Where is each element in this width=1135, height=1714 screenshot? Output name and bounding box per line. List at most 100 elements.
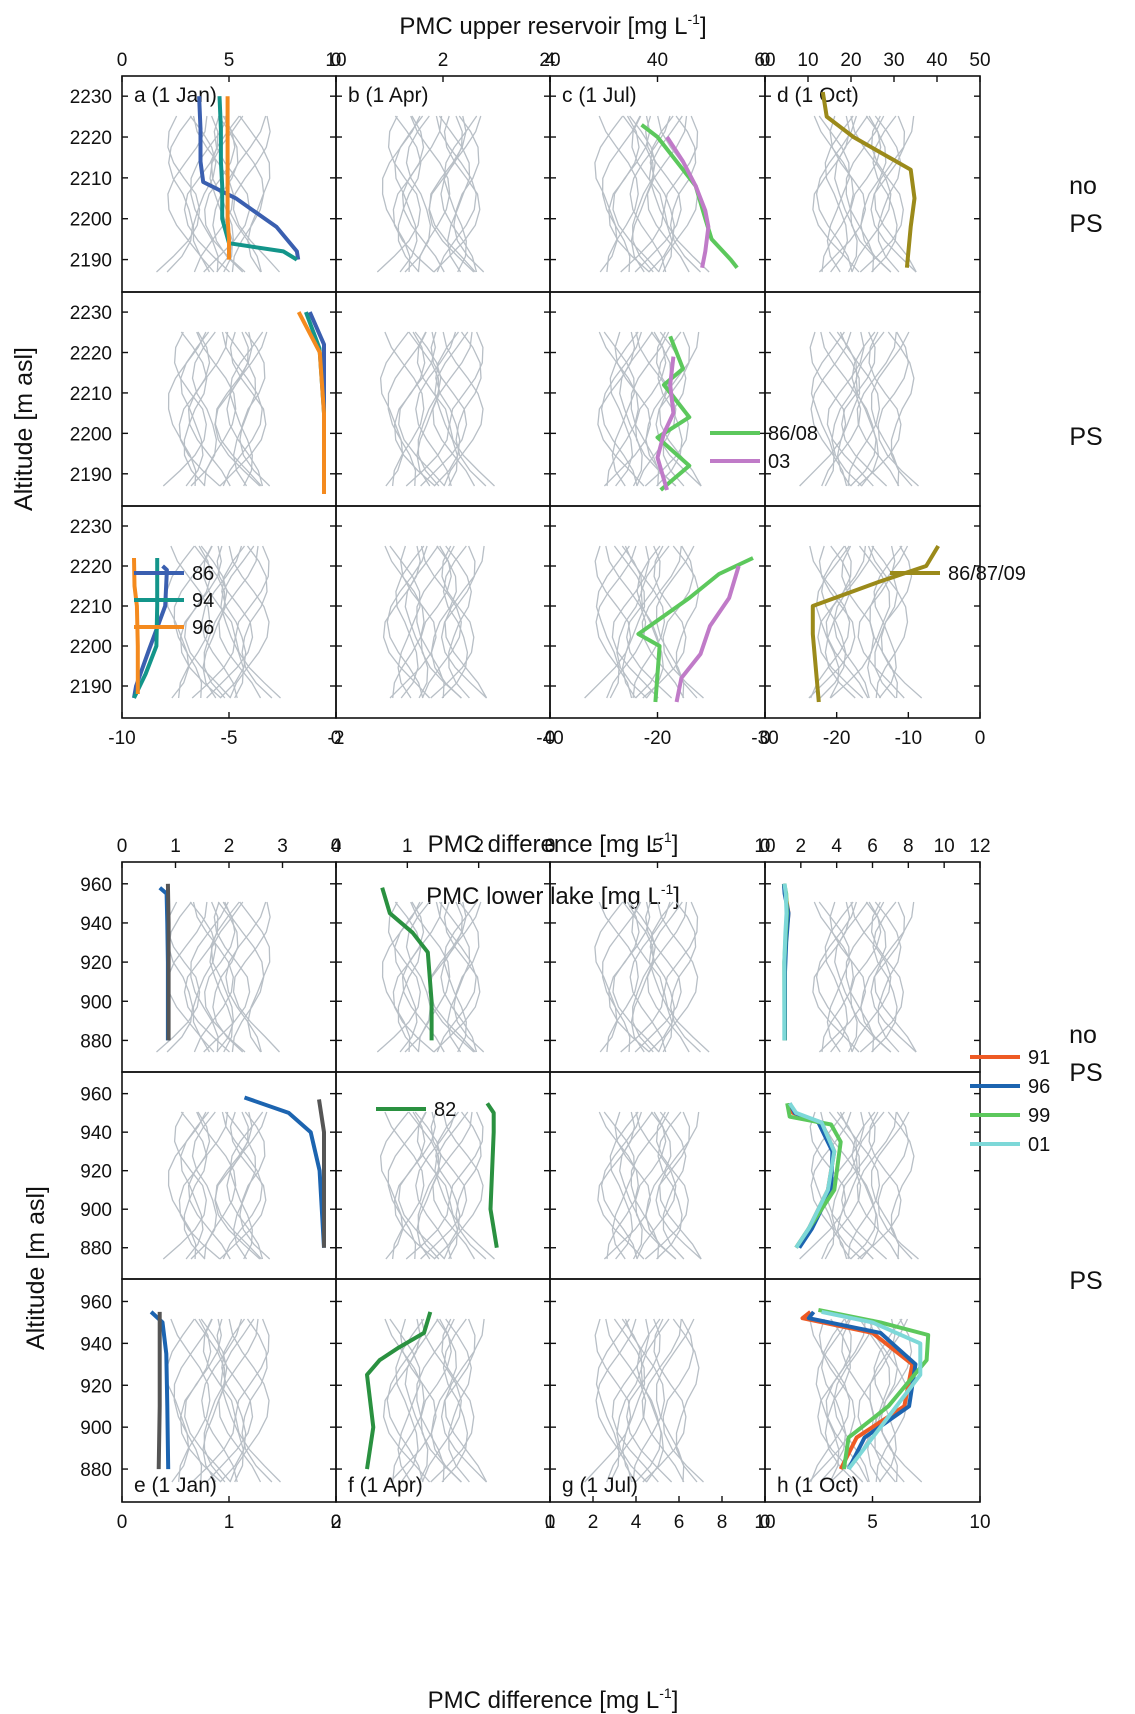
lower-ytick-label: 920 (80, 1162, 112, 1183)
lower-grey-profile (453, 901, 485, 1053)
upper-grey-profile (818, 115, 850, 273)
lower-background-profiles-2-0 (594, 901, 710, 1053)
upper-xtick-top-label: 30 (883, 50, 904, 71)
upper-xtick-bottom-label: -40 (536, 728, 563, 749)
upper-grey-profile (648, 115, 683, 273)
upper-grey-profile (810, 331, 845, 487)
upper-grey-profile (410, 115, 451, 273)
upper-grey-profile (873, 115, 917, 273)
lower-grey-profile (178, 1111, 221, 1260)
lower-grey-profile (658, 1111, 702, 1260)
lower-series-h-diff-01 (821, 1309, 923, 1471)
upper-grey-profile (394, 115, 422, 273)
upper-grey-profile (201, 545, 243, 699)
upper-grey-profile (609, 331, 639, 487)
upper-grey-profile (229, 331, 264, 487)
bottom-title: PMC lower lake [mg L-1] (426, 881, 680, 910)
lower-xtick-bottom-label: 2 (588, 1512, 599, 1533)
lower-grey-profile (180, 1111, 210, 1260)
lower-ytick-label: 960 (80, 875, 112, 896)
upper-grey-profile (874, 115, 902, 273)
lower-ytick-label: 920 (80, 1376, 112, 1397)
upper-grey-profile (430, 545, 462, 699)
upper-grey-profile (414, 331, 442, 487)
upper-ytick-label: 2190 (70, 465, 112, 486)
upper-xtick-top-label: 10 (797, 50, 818, 71)
lower-h-legend-label-01: 01 (1028, 1134, 1050, 1156)
lower-xtick-top-label: 3 (545, 836, 556, 857)
lower-grey-profile (404, 1318, 439, 1483)
upper-grey-profile (428, 115, 475, 273)
upper-grey-profile (812, 115, 860, 273)
upper-grey-profile (850, 331, 877, 487)
upper-grey-profile (648, 115, 675, 273)
lower-ytick-label: 880 (80, 1031, 112, 1052)
lower-panel-label-1: f (1 Apr) (348, 1474, 423, 1497)
upper-grey-profile (382, 545, 431, 699)
upper-xtick-top-label: 40 (647, 50, 668, 71)
lower-grey-profile (448, 1111, 495, 1260)
upper-grey-profile (239, 331, 271, 487)
lower-grey-profile (180, 1111, 208, 1260)
upper-panel-frame-2-1 (549, 291, 766, 507)
lower-grey-profile (444, 1318, 488, 1483)
lower-grey-profile (663, 901, 710, 1053)
upper-background-profiles-0-1 (162, 331, 271, 487)
lower-grey-profile (389, 1318, 421, 1483)
lower-xtick-top-label: 3 (277, 836, 288, 857)
lower-panel-label-0: e (1 Jan) (134, 1474, 217, 1497)
lower-grey-profile (858, 1318, 891, 1483)
lower-grey-profile (440, 1318, 487, 1483)
upper-grey-profile (234, 545, 281, 699)
bottom-bottom-xlabel: PMC difference [mg L-1] (428, 1685, 679, 1714)
upper-grey-profile (624, 545, 666, 699)
lower-grey-profile (648, 901, 675, 1053)
upper-grey-profile (818, 115, 867, 273)
lower-grey-profile (387, 1111, 427, 1260)
lower-grey-profile (645, 1111, 677, 1260)
upper-grey-profile (392, 115, 435, 273)
lower-xtick-bottom-label: 8 (717, 1512, 728, 1533)
lower-xtick-bottom-label: 1 (545, 1512, 556, 1533)
upper-ytick-label: 2210 (70, 597, 112, 618)
upper-grey-profile (180, 331, 208, 487)
upper-c-legend-label-03: 03 (768, 451, 790, 473)
lower-grey-profile (191, 1318, 236, 1483)
upper-grey-profile (877, 331, 919, 487)
lower-grey-profile (192, 901, 234, 1053)
upper-xtick-bottom-label: -10 (108, 728, 135, 749)
lower-grey-profile (392, 901, 435, 1053)
lower-ytick-label: 880 (80, 1460, 112, 1481)
upper-grey-profile (394, 115, 424, 273)
lower-xtick-bottom-label: 1 (224, 1512, 235, 1533)
lower-grey-profile (856, 1111, 900, 1260)
ylabel-lower: Altitude [m asl] (22, 1186, 50, 1350)
upper-grey-profile (379, 331, 409, 487)
lower-background-profiles-1-2 (382, 1318, 488, 1483)
lower-xtick-bottom-label: 5 (867, 1512, 878, 1533)
upper-series-a-diff-96 (132, 557, 140, 694)
lower-grey-profile (644, 1111, 689, 1260)
lower-xtick-top-label: 6 (867, 836, 878, 857)
lower-xtick-top-label: 2 (796, 836, 807, 857)
lower-xtick-top-label: 1 (402, 836, 413, 857)
lower-xtick-bottom-label: 0 (117, 1512, 128, 1533)
lower-grey-profile (659, 1111, 687, 1260)
lower-series-e-diff-86 (156, 1311, 162, 1470)
upper-grey-profile (595, 545, 637, 699)
lower-grey-profile (229, 1111, 264, 1260)
lower-xtick-top-label: 10 (934, 836, 955, 857)
upper-ytick-label: 2230 (70, 517, 112, 538)
upper-background-profiles-1-0 (376, 115, 485, 273)
upper-panel-label-2: c (1 Jul) (562, 84, 637, 107)
upper-xtick-top-label: 20 (840, 50, 861, 71)
upper-xtick-bottom-label: -20 (644, 728, 671, 749)
lower-ytick-label: 940 (80, 1123, 112, 1144)
upper-grey-profile (448, 331, 495, 487)
upper-grey-profile (179, 545, 222, 699)
upper-grey-profile (641, 545, 685, 699)
upper-grey-profile (393, 331, 436, 487)
upper-grey-profile (630, 331, 670, 487)
lower-grey-profile (828, 1111, 861, 1260)
lower-grey-profile (860, 901, 892, 1053)
